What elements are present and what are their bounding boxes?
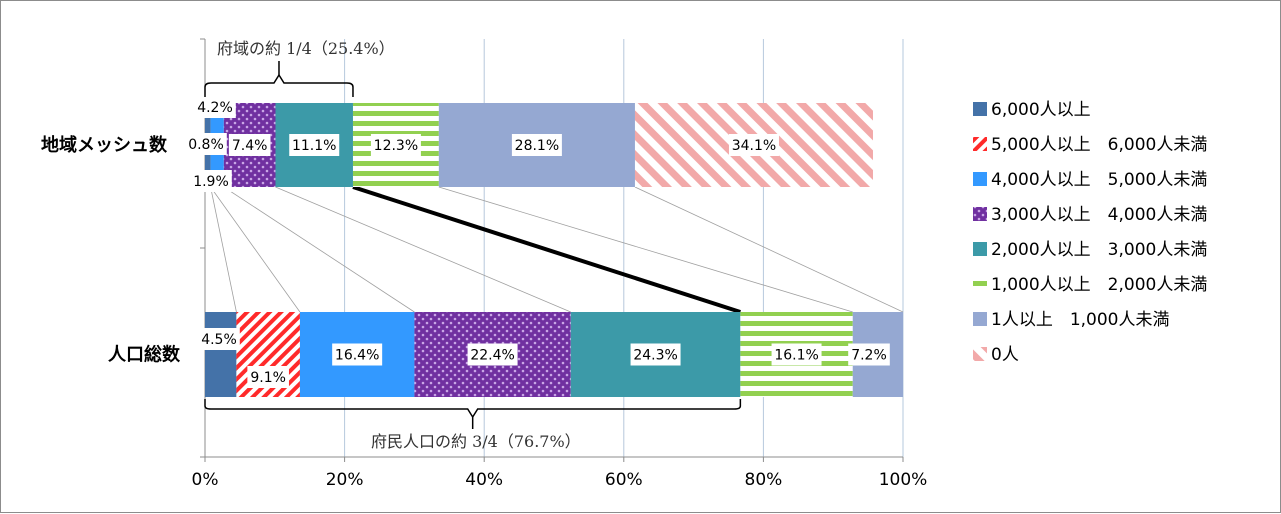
data-label: 7.4% (232, 138, 268, 154)
data-label-box (332, 343, 383, 366)
legend-swatch (973, 137, 987, 151)
series-connector (634, 186, 904, 313)
bottom-brace (204, 399, 742, 419)
legend-swatch (973, 172, 987, 186)
data-label: 12.3% (374, 138, 418, 154)
data-label: 34.1% (732, 138, 776, 154)
data-label: 7.2% (851, 348, 887, 364)
data-label: 28.1% (515, 138, 559, 154)
category-label: 地域メッシュ数 (41, 134, 168, 156)
series-connector (210, 186, 237, 313)
callout-label: 4.2% (197, 100, 233, 116)
data-label: 9.1% (250, 370, 286, 386)
data-label-box (247, 366, 289, 388)
legend-label: 4,000人以上 5,000人未満 (991, 170, 1207, 190)
data-label-box (511, 134, 562, 156)
legend-label: 1人以上 1,000人未満 (991, 310, 1169, 330)
series-connector (275, 186, 571, 313)
highlight-connector (352, 185, 741, 314)
bar-segment (205, 312, 237, 397)
x-tick-label: 60% (605, 470, 643, 490)
data-label-box (467, 343, 518, 366)
data-label: 24.3% (633, 348, 677, 364)
legend-label: 5,000人以上 6,000人未満 (991, 135, 1207, 155)
data-label: 16.1% (774, 348, 818, 364)
series-connector (223, 186, 415, 313)
bottom-brace-label: 府民人口の約 3/4（76.7%） (371, 432, 581, 451)
data-label-box (289, 134, 340, 156)
legend-label: 1,000人以上 2,000人未満 (991, 275, 1207, 295)
x-tick-label: 40% (465, 470, 503, 490)
data-label-box (370, 134, 421, 156)
data-label: 4.5% (201, 332, 237, 348)
category-label: 人口総数 (108, 344, 181, 366)
x-tick-label: 20% (326, 470, 364, 490)
x-tick-label: 80% (745, 470, 783, 490)
data-label-box (771, 343, 822, 366)
x-tick-label: 100% (879, 470, 928, 490)
legend-swatch (973, 242, 987, 256)
series-connector (438, 186, 853, 313)
top-brace-label: 府域の約 1/4（25.4%） (217, 39, 395, 58)
data-label-box (194, 96, 236, 118)
legend-label: 6,000人以上 (991, 100, 1091, 120)
data-label-box (228, 134, 271, 156)
data-label-box (185, 133, 227, 155)
legend-swatch (973, 102, 987, 116)
data-label: 11.1% (292, 138, 336, 154)
legend-swatch (973, 312, 987, 326)
top-brace (204, 73, 354, 97)
x-tick-label: 0% (192, 470, 219, 490)
data-label-box (848, 343, 890, 366)
callout-label: 0.8% (188, 137, 224, 153)
data-label-box (198, 328, 240, 350)
legend-swatch (973, 277, 987, 291)
callout-label: 1.9% (193, 174, 229, 190)
legend-label: 3,000人以上 4,000人未満 (991, 205, 1207, 225)
legend-swatch (973, 207, 987, 221)
data-label-box (190, 170, 232, 192)
legend-label: 0人 (991, 345, 1019, 365)
legend-swatch (973, 347, 987, 361)
series-connector (210, 186, 301, 313)
data-label-box (630, 343, 681, 366)
data-label-box (728, 134, 779, 156)
data-label: 16.4% (335, 348, 379, 364)
data-label: 22.4% (470, 348, 514, 364)
legend-label: 2,000人以上 3,000人未満 (991, 240, 1207, 260)
